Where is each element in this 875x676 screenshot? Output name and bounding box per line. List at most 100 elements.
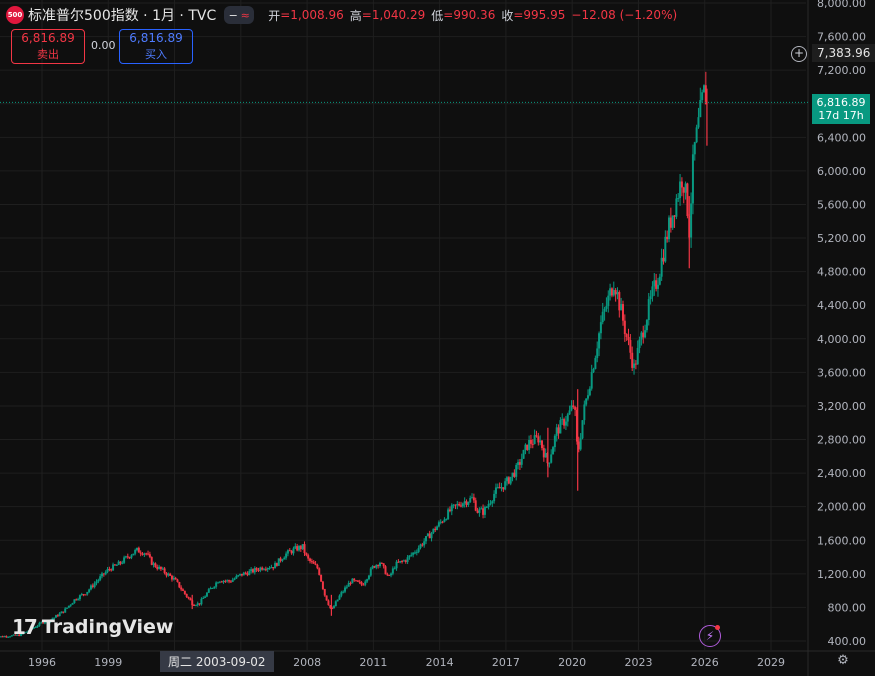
- buy-button[interactable]: 6,816.89 买入: [119, 29, 193, 64]
- plus-circle-icon[interactable]: +: [791, 46, 807, 62]
- candle-body: [264, 569, 267, 571]
- candle-body: [494, 487, 497, 494]
- candle-body: [371, 566, 374, 569]
- candle-body: [43, 622, 46, 624]
- candle-body: [235, 576, 238, 579]
- candle-body: [386, 574, 389, 576]
- candle-body: [587, 395, 590, 399]
- candle-body: [528, 440, 531, 450]
- candle-body: [568, 410, 571, 415]
- candle-body: [275, 563, 278, 566]
- candle-body: [614, 290, 617, 295]
- lightning-icon[interactable]: ⚡: [699, 625, 721, 647]
- candle-body: [132, 553, 135, 556]
- candle-body: [327, 600, 330, 606]
- candle-body: [645, 320, 648, 331]
- candle-body: [108, 569, 111, 571]
- candle-body: [248, 571, 251, 576]
- candle-body: [590, 372, 593, 389]
- candle-body: [58, 613, 61, 617]
- candle-body: [314, 563, 317, 565]
- candle-body: [377, 564, 380, 567]
- candle-body: [209, 588, 212, 590]
- candle-body: [401, 560, 404, 562]
- candle-body: [529, 440, 532, 444]
- y-tick-label: 8,000.00: [817, 0, 866, 10]
- spread-value: 0.00: [91, 39, 116, 52]
- candle-body: [240, 573, 243, 576]
- candle-body: [154, 563, 157, 568]
- gear-icon[interactable]: ⚙: [837, 653, 849, 668]
- sell-button[interactable]: 6,816.89 卖出: [11, 29, 85, 64]
- y-tick-label: 3,200.00: [817, 400, 866, 413]
- chart-header: 500 标准普尔500指数 · 1月 · TVC − ≈ 开 =1,008.96 …: [6, 4, 677, 26]
- candle-body: [506, 477, 509, 482]
- candle-body: [29, 628, 32, 631]
- symbol-title[interactable]: 标准普尔500指数 · 1月 · TVC: [28, 8, 217, 24]
- candle-body: [426, 533, 429, 537]
- candle-body: [253, 568, 256, 573]
- candle-body: [360, 582, 363, 585]
- candle-body: [463, 501, 466, 504]
- candle-body: [553, 435, 556, 448]
- candle-body: [187, 596, 190, 599]
- candle-body: [229, 581, 232, 583]
- candle-body: [310, 561, 313, 563]
- last-price-value: 6,816.89: [816, 96, 866, 109]
- minus-icon[interactable]: −: [228, 8, 238, 22]
- candle-body: [355, 580, 358, 582]
- candle-body: [507, 477, 510, 484]
- candle-body: [0, 636, 2, 638]
- candle-body: [301, 544, 304, 550]
- candle-body: [693, 142, 696, 155]
- candle-body: [145, 553, 148, 555]
- candle-body: [550, 454, 553, 463]
- candle-body: [54, 615, 57, 618]
- candle-body: [40, 622, 43, 624]
- candle-body: [170, 575, 173, 580]
- candle-body: [309, 558, 312, 562]
- candle-body: [437, 522, 440, 527]
- candle-body: [679, 181, 682, 199]
- candle-body: [620, 304, 623, 311]
- candle-body: [544, 452, 547, 458]
- candle-body: [305, 553, 308, 556]
- display-toggle[interactable]: − ≈: [224, 6, 255, 24]
- candle-body: [697, 117, 700, 128]
- candle-body: [552, 447, 555, 455]
- candle-body: [450, 505, 453, 512]
- candle-body: [279, 558, 282, 561]
- candle-body: [631, 352, 634, 368]
- candle-body: [699, 100, 702, 118]
- y-tick-label: 4,000.00: [817, 333, 866, 346]
- candle-body: [251, 569, 254, 573]
- candle-body: [649, 296, 652, 300]
- candle-body: [513, 472, 516, 477]
- candle-body: [331, 608, 334, 610]
- candle-body: [610, 288, 613, 296]
- candle-body: [137, 547, 140, 553]
- candle-body: [89, 585, 92, 590]
- candle-body: [297, 546, 300, 551]
- wave-icon[interactable]: ≈: [240, 8, 250, 22]
- candle-body: [18, 634, 21, 637]
- x-tick-label: 2014: [426, 656, 454, 669]
- candle-body: [200, 598, 203, 605]
- candle-body: [673, 215, 676, 217]
- candle-body: [84, 594, 87, 596]
- candle-body: [432, 528, 435, 533]
- candle-body: [169, 573, 172, 576]
- candle-body: [517, 462, 520, 465]
- candle-body: [312, 561, 315, 564]
- tradingview-watermark[interactable]: 17 TradingView: [12, 615, 173, 639]
- candle-body: [651, 286, 654, 297]
- x-tick-label: 1996: [28, 656, 56, 669]
- candle-body: [104, 571, 107, 575]
- candle-body: [408, 555, 411, 558]
- candle-body: [180, 587, 183, 590]
- candle-body: [226, 580, 229, 582]
- open-label: 开: [268, 8, 281, 23]
- candle-body: [161, 568, 164, 570]
